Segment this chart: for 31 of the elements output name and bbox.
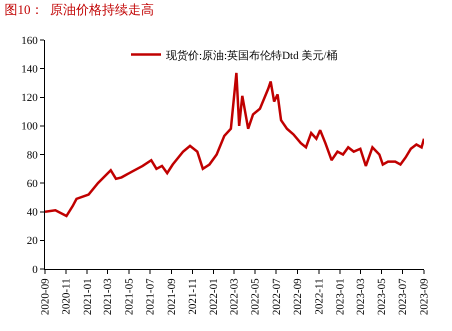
y-tick-label: 0 — [32, 264, 38, 276]
x-tick-label: 2021-07 — [144, 278, 156, 316]
x-tick-label: 2023-07 — [397, 278, 410, 316]
x-tick-label: 2021-01 — [82, 278, 94, 316]
x-tick-label: 2023-01 — [334, 278, 346, 316]
x-tick-label: 2020-11 — [60, 278, 73, 315]
y-tick-label: 20 — [26, 235, 38, 248]
x-tick-label: 2023-05 — [376, 278, 388, 316]
y-tick-label: 80 — [26, 149, 38, 162]
x-tick-label: 2021-05 — [123, 278, 136, 316]
x-tick-label: 2020-09 — [40, 278, 52, 316]
line-series — [45, 72, 424, 218]
y-tick-label: 140 — [21, 63, 38, 76]
x-tick-label: 2023-09 — [418, 278, 431, 316]
x-tick-label: 2022-11 — [313, 278, 326, 315]
y-tick-label: 60 — [26, 178, 38, 190]
x-tick-label: 2023-03 — [354, 278, 367, 316]
x-tick-label: 2021-11 — [187, 278, 200, 315]
x-tick-label: 2021-03 — [102, 278, 114, 316]
y-tick-label: 100 — [21, 120, 38, 133]
x-tick-label: 2022-01 — [208, 278, 220, 316]
x-tick-label: 2021-09 — [166, 278, 178, 316]
legend-label: 现货价:原油:英国布伦特Dtd 美元/桶 — [166, 48, 338, 62]
x-tick-label: 2022-09 — [292, 278, 304, 316]
y-tick-label: 160 — [21, 34, 38, 47]
chart-title: 图10： 原油价格持续走高 — [4, 2, 154, 18]
y-tick-label: 120 — [21, 92, 38, 104]
x-tick-label: 2022-05 — [250, 278, 262, 316]
x-tick-label: 2022-03 — [228, 278, 241, 316]
x-tick-label: 2022-07 — [270, 278, 283, 316]
y-tick-label: 40 — [26, 206, 38, 219]
